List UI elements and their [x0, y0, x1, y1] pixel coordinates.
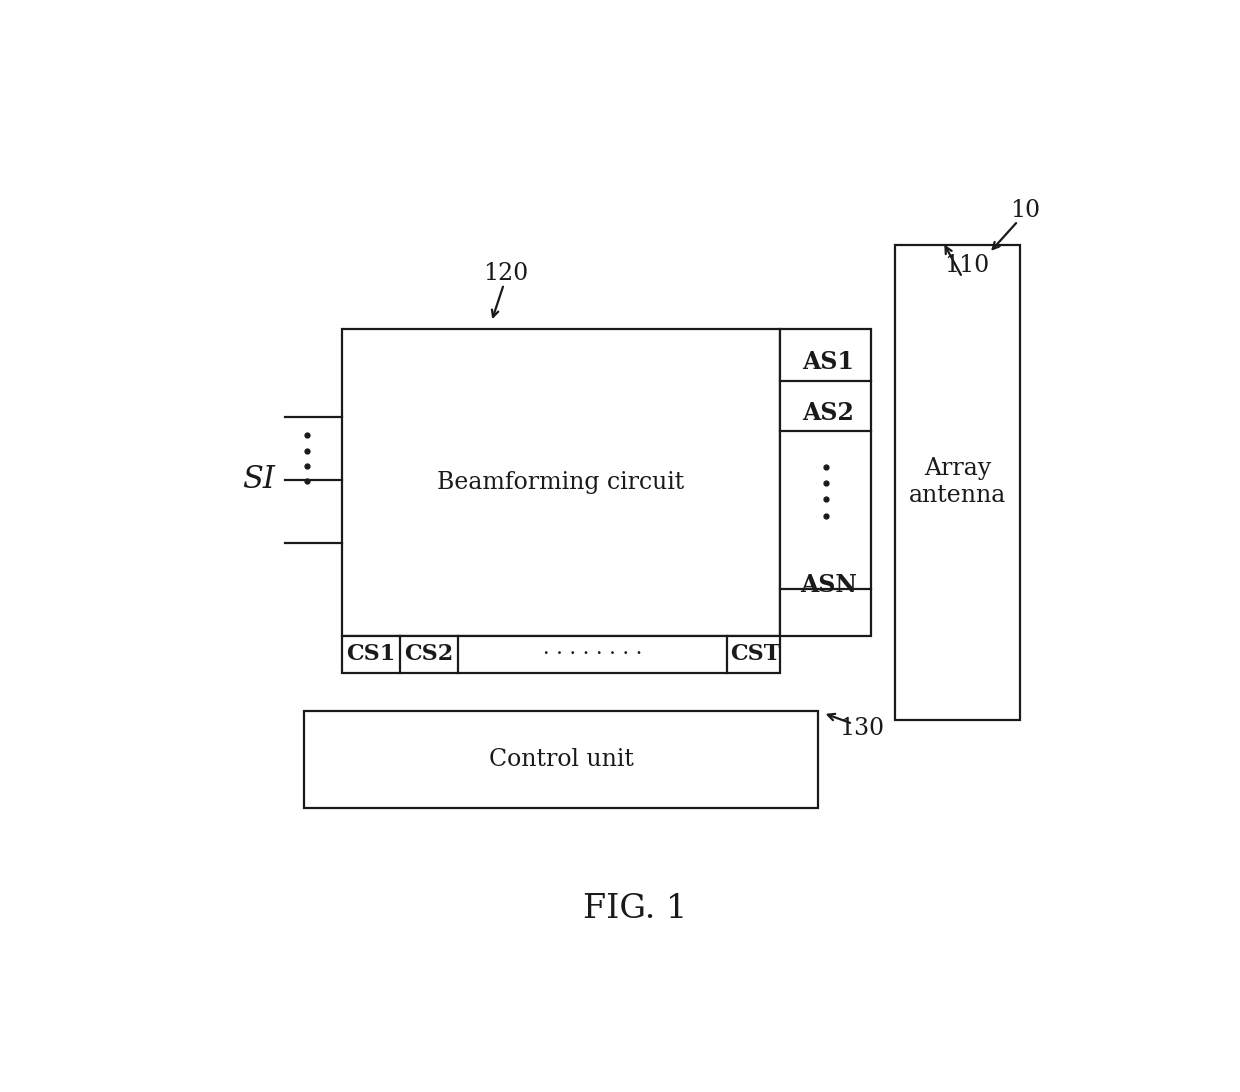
Text: CS1: CS1	[347, 643, 396, 665]
Text: AS1: AS1	[802, 351, 854, 375]
Text: Beamforming circuit: Beamforming circuit	[438, 471, 684, 494]
Bar	[342, 329, 780, 636]
Text: FIG. 1: FIG. 1	[583, 893, 688, 925]
Text: · · · · · · · ·: · · · · · · · ·	[543, 644, 642, 664]
Text: 110: 110	[945, 254, 990, 277]
Text: SI: SI	[242, 464, 275, 496]
Bar	[780, 329, 870, 636]
Text: 120: 120	[484, 262, 528, 285]
Bar	[342, 636, 780, 674]
Text: CS2: CS2	[404, 643, 454, 665]
Text: AS2: AS2	[802, 401, 854, 425]
Bar	[895, 245, 1021, 720]
Text: CST: CST	[730, 643, 781, 665]
Text: Array
antenna: Array antenna	[909, 458, 1006, 507]
Bar	[304, 711, 818, 808]
Text: Control unit: Control unit	[489, 748, 634, 771]
Text: ASN: ASN	[800, 573, 857, 597]
Text: 130: 130	[838, 716, 884, 739]
Text: 10: 10	[1009, 200, 1040, 223]
